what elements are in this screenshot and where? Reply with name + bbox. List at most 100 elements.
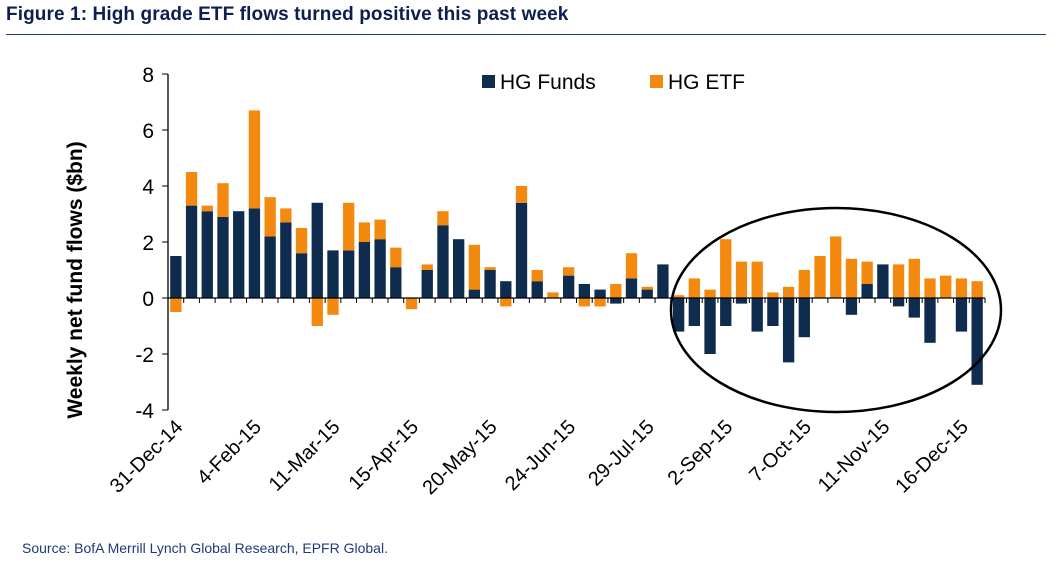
hg-etf-bar [358, 222, 371, 242]
hg-etf-bar [955, 278, 968, 298]
y-axis-label: Weekly net fund flows ($bn) [64, 141, 87, 418]
hg-funds-bar [798, 298, 810, 338]
hg-etf-bar [484, 267, 496, 270]
hg-funds-bar [641, 289, 653, 298]
source-note: Source: BofA Merrill Lynch Global Resear… [22, 540, 388, 556]
hg-etf-bar [421, 264, 433, 270]
hg-funds-bar [374, 239, 386, 298]
hg-etf-bar [830, 236, 842, 298]
hg-etf-bar [814, 256, 826, 298]
hg-etf-bar [374, 219, 386, 240]
axes [167, 74, 986, 410]
hg-etf-bar [547, 292, 559, 298]
hg-funds-bar [217, 216, 229, 298]
x-tick-label: 31-Dec-14 [106, 416, 188, 498]
hg-etf-bar [641, 286, 653, 290]
x-tick-label: 4-Feb-15 [193, 416, 266, 489]
hg-funds-bar [421, 270, 433, 298]
hg-funds-bar [201, 211, 213, 298]
hg-funds-bar [861, 284, 873, 298]
hg-etf-bar [500, 298, 512, 307]
y-tick-label: 4 [142, 176, 154, 199]
legend: HG Funds HG ETF [482, 71, 745, 94]
y-axis-ticks: -4 -2 0 2 4 6 8 [135, 64, 168, 423]
hg-funds-bar [735, 298, 748, 304]
hg-etf-bar [390, 247, 402, 268]
hg-funds-bar [484, 270, 496, 298]
hg-funds-bar [248, 208, 261, 298]
x-tick-label: 11-Mar-15 [265, 416, 345, 496]
x-tick-label: 2-Sep-15 [664, 416, 738, 490]
hg-etf-bar [892, 264, 905, 298]
hg-etf-bar [767, 292, 779, 298]
y-tick-label: -2 [135, 344, 154, 367]
hg-funds-bar [437, 225, 449, 298]
y-tick-label: 8 [142, 64, 154, 87]
hg-funds-bar [688, 298, 700, 326]
hg-etf-bar [185, 172, 198, 206]
figure-title: Figure 1: High grade ETF flows turned po… [6, 4, 569, 25]
hg-etf-bar [610, 284, 622, 298]
hg-funds-bar [845, 298, 858, 315]
hg-funds-bar [955, 298, 968, 332]
hg-etf-bar [845, 258, 858, 298]
hg-etf-bar [327, 298, 339, 315]
hg-funds-bar [280, 222, 292, 298]
hg-funds-bar [877, 264, 889, 298]
hg-etf-bar [280, 208, 292, 223]
hg-etf-bar [405, 298, 418, 310]
hg-etf-bar [531, 270, 543, 282]
hg-funds-bar [971, 298, 983, 385]
hg-funds-bar [531, 281, 543, 298]
hg-etf-bar [515, 186, 528, 203]
x-tick-label: 15-Apr-15 [345, 416, 423, 494]
hg-funds-bar [453, 239, 465, 298]
legend-label: HG ETF [668, 71, 745, 94]
x-tick-label: 29-Jul-15 [584, 416, 659, 491]
hg-funds-bar [264, 236, 276, 298]
hg-etf-bar [940, 275, 952, 298]
hg-funds-bar [390, 267, 402, 298]
hg-etf-bar [782, 286, 795, 298]
hg-etf-bar [343, 202, 355, 251]
y-tick-label: 0 [142, 288, 154, 311]
hg-funds-bar [720, 298, 732, 326]
hg-etf-bar [248, 110, 261, 209]
hg-funds-bar [892, 298, 905, 307]
legend-swatch [650, 75, 663, 88]
hg-etf-bar [672, 295, 685, 298]
hg-etf-bar [170, 298, 182, 312]
hg-etf-bar [625, 253, 638, 279]
hg-etf-bar [720, 239, 732, 298]
hg-etf-bar [971, 281, 983, 298]
hg-etf-bar [751, 261, 763, 298]
hg-etf-bar [688, 278, 700, 298]
x-tick-label: 7-Oct-15 [745, 416, 816, 487]
bars [170, 110, 983, 385]
hg-etf-bar [798, 270, 810, 298]
hg-funds-bar [767, 298, 779, 326]
highlight-ellipse [669, 206, 1003, 414]
hg-etf-bar [468, 244, 481, 290]
hg-etf-bar [295, 228, 308, 254]
y-tick-label: 6 [142, 120, 154, 143]
title-divider [6, 34, 1046, 35]
hg-funds-bar [170, 256, 182, 298]
x-tick-label: 11-Nov-15 [814, 416, 895, 497]
hg-funds-bar [185, 205, 198, 298]
y-tick-label: -4 [135, 400, 154, 423]
hg-funds-bar [924, 298, 936, 343]
hg-funds-bar [468, 289, 481, 298]
hg-funds-bar [782, 298, 795, 363]
hg-funds-bar [594, 289, 606, 298]
hg-etf-bar [578, 298, 591, 307]
hg-funds-bar [233, 211, 245, 298]
hg-funds-bar [657, 264, 669, 298]
hg-etf-bar [924, 278, 936, 298]
hg-etf-bar [311, 298, 323, 326]
hg-funds-bar [625, 278, 638, 298]
hg-etf-bar [704, 289, 716, 298]
hg-funds-bar [562, 275, 575, 298]
